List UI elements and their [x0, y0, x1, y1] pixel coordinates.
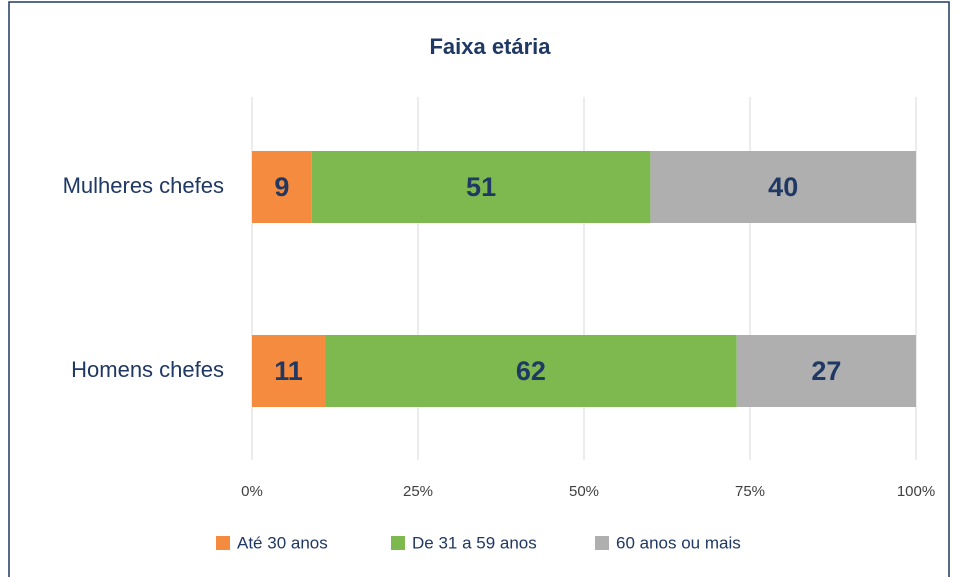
chart-title: Faixa etária [429, 34, 551, 59]
data-label: 9 [274, 172, 289, 202]
x-tick-label: 25% [403, 483, 433, 500]
legend-swatch [595, 536, 609, 550]
legend-swatch [216, 536, 230, 550]
bar-segment [650, 151, 916, 223]
legend-swatch [391, 536, 405, 550]
bar-segment [311, 151, 651, 223]
data-label: 62 [516, 356, 546, 386]
category-label: Mulheres chefes [63, 173, 224, 198]
x-tick-label: 100% [897, 483, 935, 500]
legend-label: Até 30 anos [237, 533, 328, 552]
x-tick-label: 75% [735, 483, 765, 500]
legend-label: De 31 a 59 anos [412, 533, 537, 552]
category-label: Homens chefes [71, 357, 224, 382]
bar-segment [325, 335, 737, 407]
data-label: 51 [466, 172, 496, 202]
bar-segment [252, 335, 326, 407]
bar-segment [736, 335, 916, 407]
x-tick-label: 50% [569, 483, 599, 500]
x-tick-label: 0% [241, 483, 263, 500]
legend-label: 60 anos ou mais [616, 533, 741, 552]
data-label: 27 [811, 356, 841, 386]
bar-segment [252, 151, 312, 223]
chart-frame [8, 1, 950, 577]
data-label: 40 [768, 172, 798, 202]
data-label: 11 [274, 356, 303, 386]
